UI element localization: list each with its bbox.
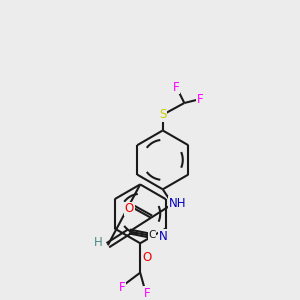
Text: F: F xyxy=(173,81,180,94)
Text: O: O xyxy=(125,202,134,215)
Text: S: S xyxy=(159,108,166,121)
Text: H: H xyxy=(94,236,102,249)
Text: N: N xyxy=(158,230,167,243)
Text: NH: NH xyxy=(169,196,186,209)
Text: O: O xyxy=(142,251,152,265)
Text: F: F xyxy=(119,281,126,294)
Text: C: C xyxy=(148,230,156,240)
Text: F: F xyxy=(144,287,150,300)
Text: F: F xyxy=(197,93,203,106)
